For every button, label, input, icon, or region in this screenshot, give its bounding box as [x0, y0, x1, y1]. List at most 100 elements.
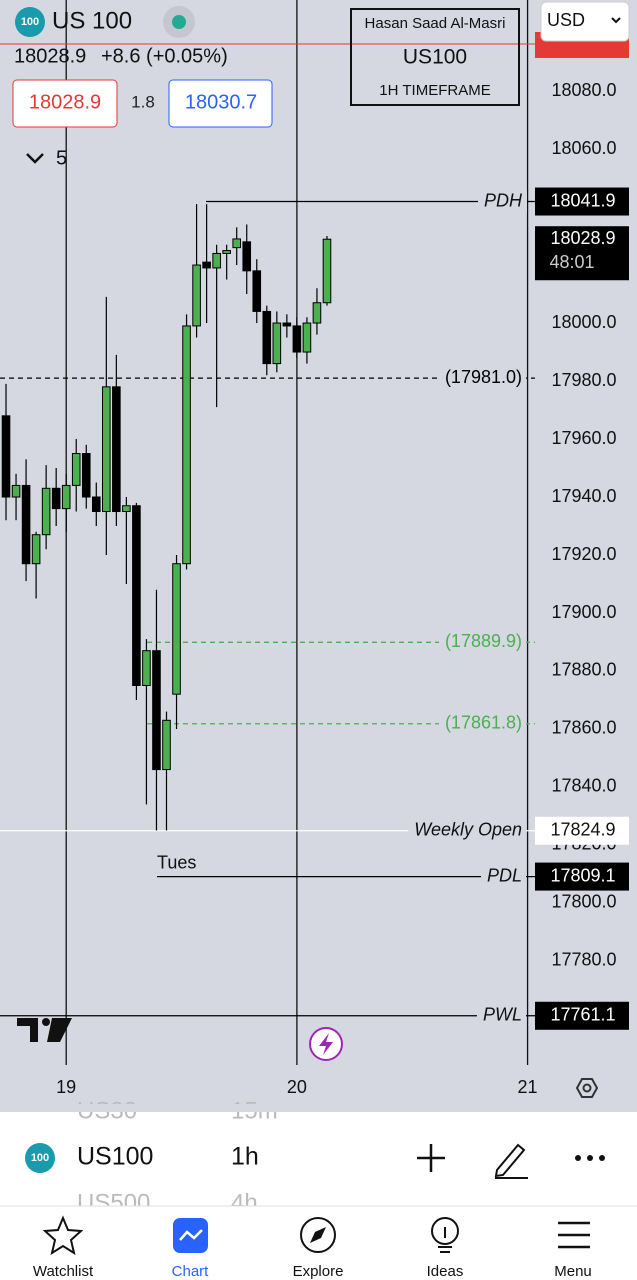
settings-dot: [582, 1083, 592, 1093]
x-tick-label: 19: [56, 1077, 76, 1097]
candle-body: [41, 487, 51, 536]
candle-body: [162, 719, 171, 771]
y-tick-label: 17960.0: [551, 428, 616, 448]
candle-body: [172, 563, 181, 695]
level-label-background: [438, 631, 526, 654]
level-value-label: (17981.0): [445, 367, 522, 387]
price-tag: [535, 1001, 629, 1030]
candle-body: [132, 505, 141, 686]
price-tag-text: 17824.9: [550, 820, 615, 840]
level-name: PDL: [487, 865, 522, 885]
level-label-background: [480, 865, 526, 888]
candle-body: [262, 310, 272, 365]
watermark-symbol: US100: [403, 46, 467, 69]
price-tag: [535, 862, 629, 891]
nav-label[interactable]: Menu: [554, 1263, 592, 1280]
candle-body: [152, 650, 161, 771]
lightning-icon: [319, 1033, 333, 1055]
nav-label[interactable]: Watchlist: [33, 1263, 94, 1280]
current-price: 18028.9: [550, 228, 615, 248]
toolbar: [0, 1110, 637, 1206]
watermark-box: [350, 8, 520, 106]
watchlist-icon[interactable]: [42, 1215, 84, 1256]
toolbar-edge: [0, 1104, 637, 1112]
candle-body: [81, 453, 91, 498]
watermark-name: Hasan Saad Al-Masri: [365, 15, 506, 32]
candle-body: [282, 322, 292, 327]
candle-body: [142, 650, 151, 686]
price-tag-text: 18041.9: [550, 190, 615, 210]
sell-button[interactable]: [12, 79, 118, 128]
current-price-tag: [535, 226, 629, 281]
candle-body: [192, 264, 201, 327]
ideas-icon-base: [438, 1227, 452, 1253]
change: +8.6 (+0.05%): [101, 45, 228, 67]
candle-body: [302, 322, 312, 353]
candle-body: [51, 487, 61, 510]
nav-label[interactable]: Chart: [172, 1263, 210, 1280]
indicators-toggle[interactable]: [26, 153, 44, 164]
currency: USD: [547, 10, 585, 30]
ideas-icon[interactable]: [431, 1217, 459, 1245]
menu-icon[interactable]: [558, 1221, 590, 1249]
level-label-background: [477, 190, 527, 213]
buy-price: 18030.7: [185, 91, 257, 113]
x-tick-label: 21: [518, 1077, 538, 1097]
currency-select[interactable]: [540, 1, 630, 42]
y-tick-label: 17900.0: [551, 602, 616, 622]
price-tag: [535, 187, 629, 216]
candle-body: [322, 238, 332, 304]
price-tag-text: 17809.1: [550, 865, 615, 885]
candle-body: [292, 325, 302, 353]
market-status-dot: [172, 15, 186, 29]
draw-button[interactable]: [494, 1143, 528, 1179]
y-tick-label: 17940.0: [551, 486, 616, 506]
chart-background: [0, 0, 637, 1110]
sell-price: 18028.9: [29, 91, 101, 113]
toolbar-logo: [25, 1143, 55, 1173]
candle-body: [11, 484, 21, 498]
level-label-background: [476, 1004, 526, 1027]
spread: 1.8: [131, 92, 155, 111]
level-value-label: (17889.9): [445, 631, 522, 651]
chart-icon-line: [179, 1229, 203, 1241]
toolbar-interval[interactable]: 1h: [231, 1143, 259, 1171]
symbol-logo[interactable]: [15, 7, 45, 37]
candle-body: [232, 238, 242, 249]
y-tick-label: 17920.0: [551, 544, 616, 564]
currency-chevron: [611, 17, 621, 24]
add-button[interactable]: [417, 1144, 445, 1172]
level-label-background: [438, 367, 526, 390]
settings-button[interactable]: [575, 1078, 599, 1098]
x-tick-label: 20: [287, 1077, 307, 1097]
candle-body: [122, 505, 131, 513]
y-tick-label: 17860.0: [551, 718, 616, 738]
level-label-background: [438, 712, 526, 735]
symbol[interactable]: US 100: [52, 7, 132, 34]
candle-body: [1, 415, 11, 498]
buy-button[interactable]: [168, 79, 273, 128]
y-tick-label: 18000.0: [551, 312, 616, 332]
level-value-label: (17861.8): [445, 713, 522, 733]
candle-body: [112, 386, 121, 513]
candle-body: [252, 270, 262, 312]
nav-label[interactable]: Ideas: [427, 1263, 464, 1280]
more-button[interactable]: [575, 1155, 605, 1161]
y-tick-label: 18060.0: [551, 138, 616, 158]
annotation: Tues: [157, 852, 196, 872]
level-name: Weekly Open: [414, 820, 522, 840]
toolbar-symbol[interactable]: US100: [77, 1143, 153, 1171]
y-tick-label: 18080.0: [551, 80, 616, 100]
tradingview-logo: [17, 1018, 72, 1042]
candle-body: [21, 484, 31, 565]
y-tick-label: 17880.0: [551, 660, 616, 680]
nav-label[interactable]: Explore: [293, 1263, 344, 1280]
y-tick-label: 17800.0: [551, 892, 616, 912]
indicator-count: 5: [56, 147, 67, 169]
explore-icon[interactable]: [300, 1217, 336, 1253]
level-name: PWL: [483, 1005, 522, 1025]
y-tick-label: 17780.0: [551, 950, 616, 970]
chart: 19 20 21 18080.0 18060.0 18000.0 17980.0 17960.…: [0, 0, 629, 1097]
candle-body: [212, 252, 221, 269]
